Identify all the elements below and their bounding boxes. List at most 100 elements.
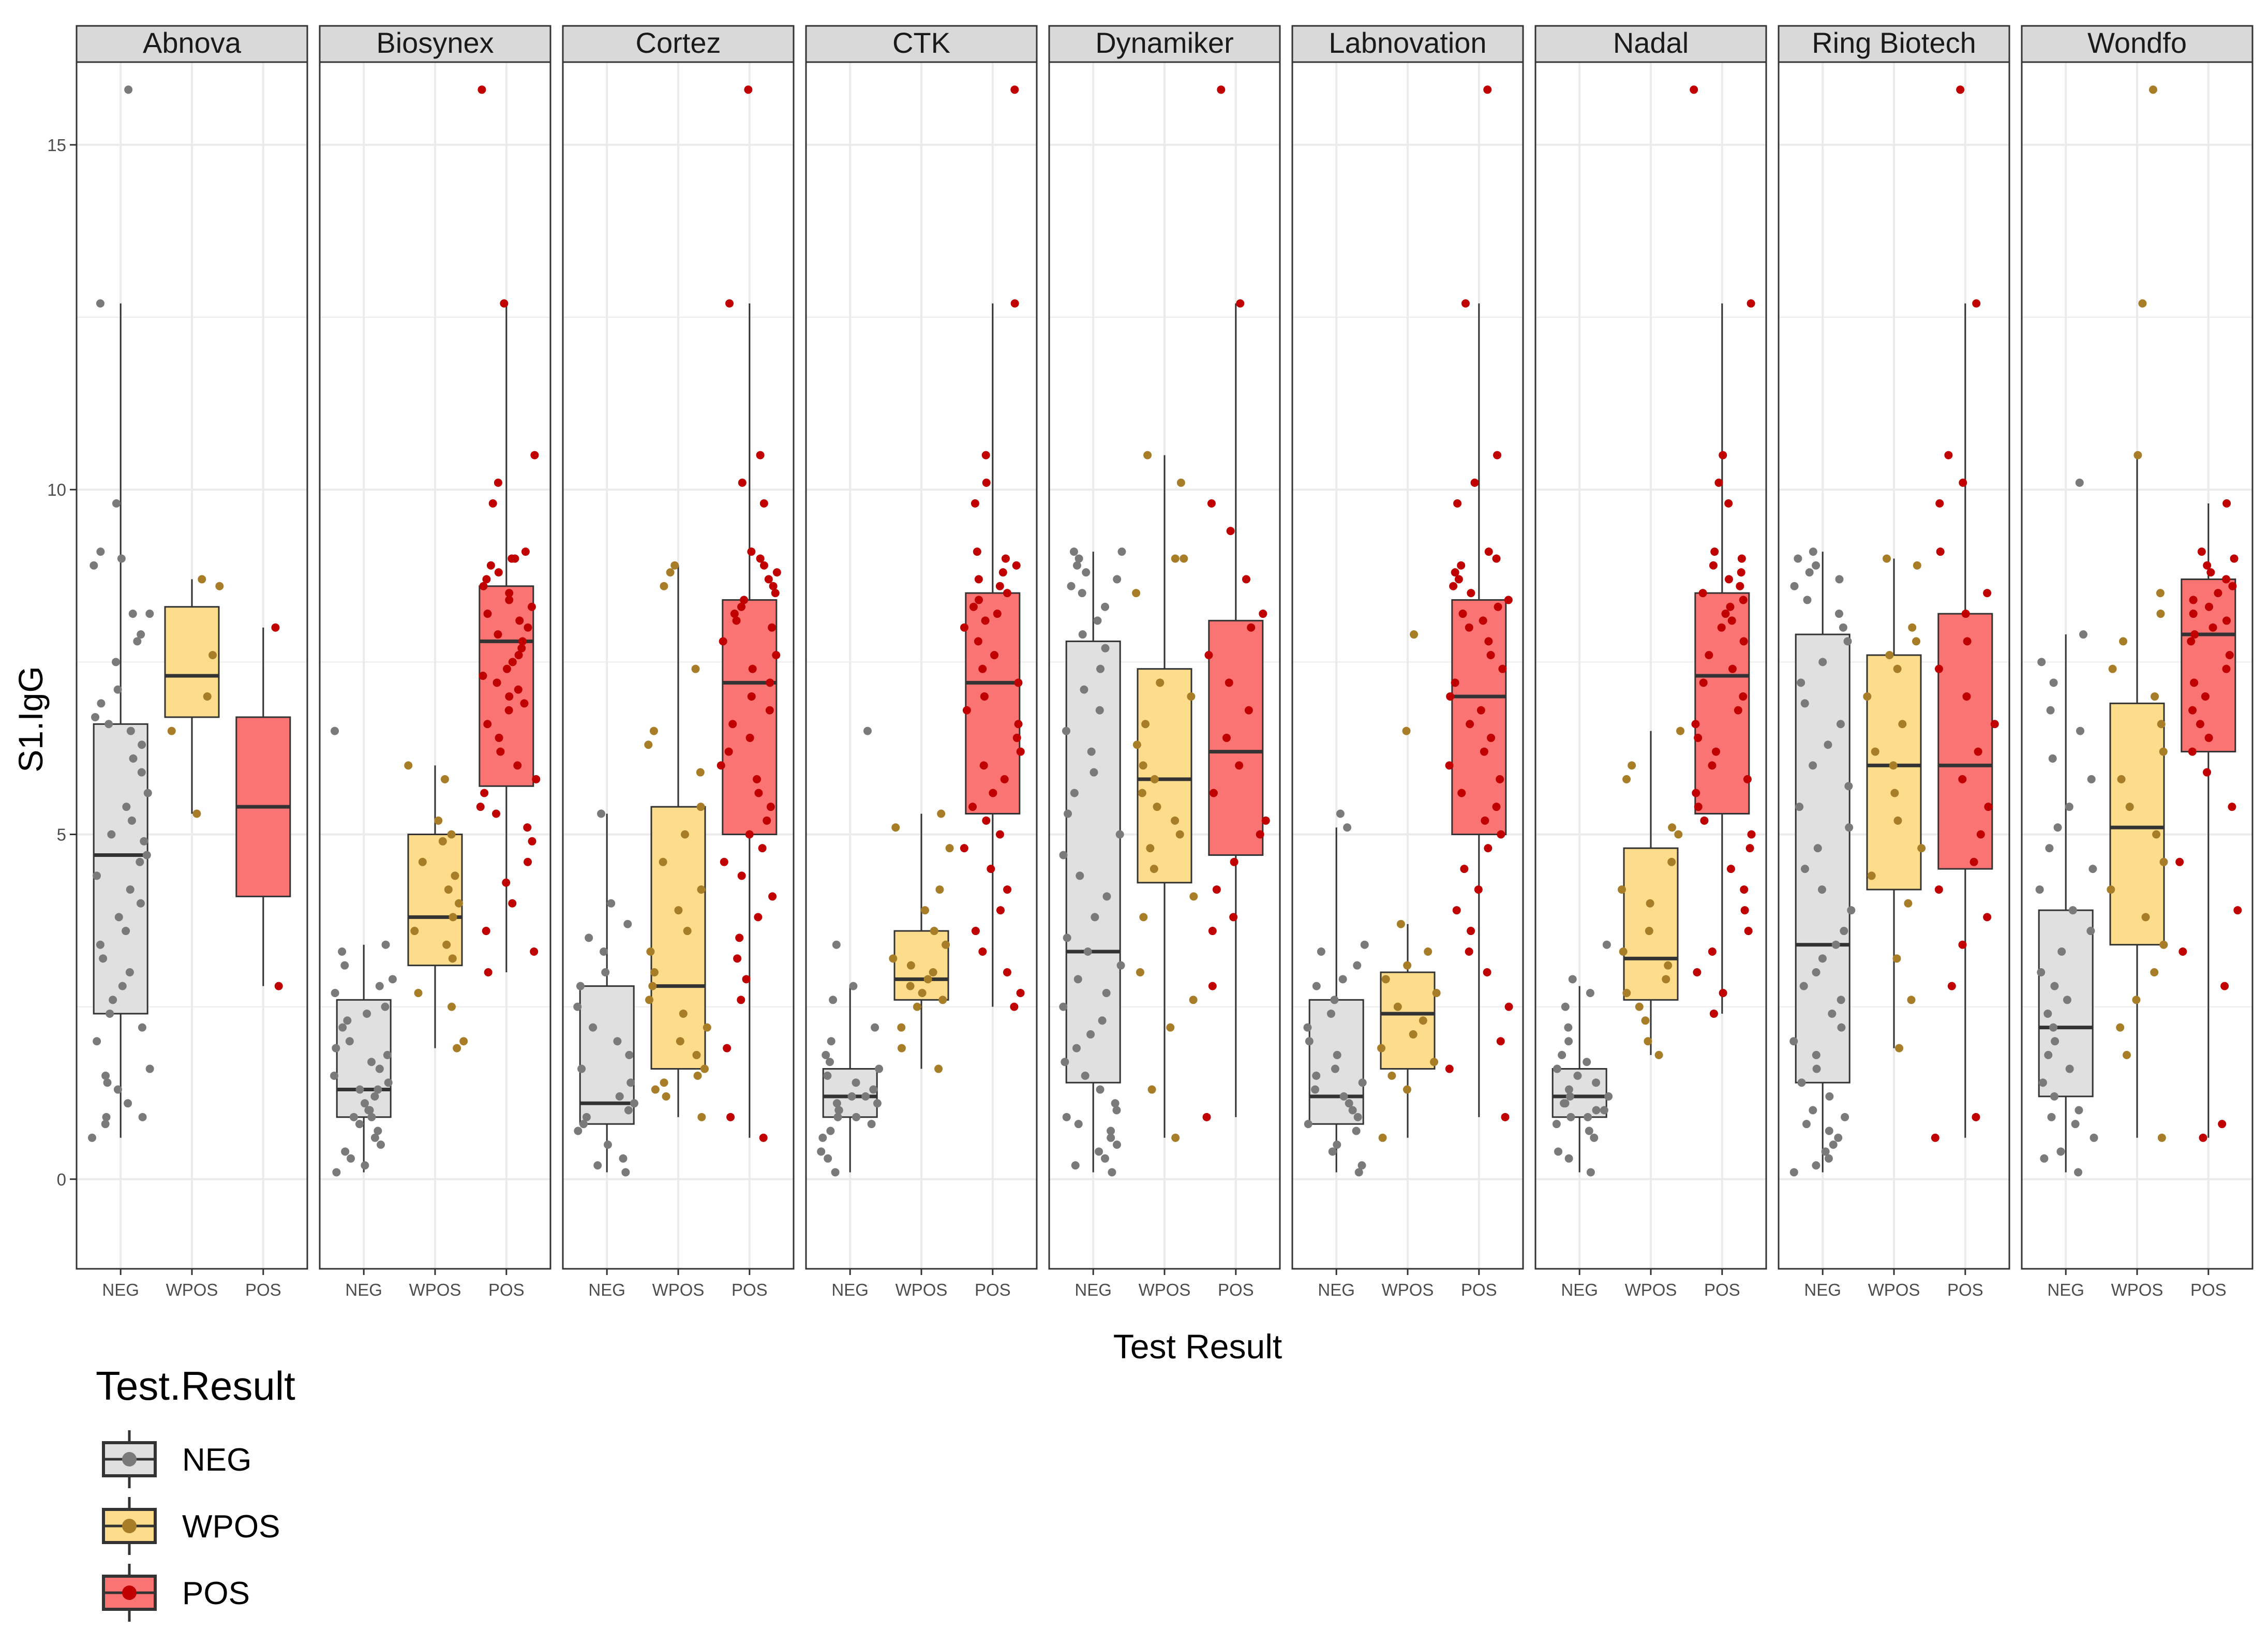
x-tick-label: POS: [1461, 1280, 1497, 1299]
data-point: [1831, 940, 1840, 949]
data-point: [737, 871, 746, 880]
facet-strip-label: CTK: [892, 26, 950, 59]
data-point: [1958, 775, 1967, 783]
data-point: [960, 623, 969, 632]
facet-panel: Ring Biotech NEG WPOS POS: [1778, 25, 2010, 1299]
data-point: [945, 844, 954, 853]
data-point: [1457, 789, 1466, 797]
data-point: [768, 623, 777, 632]
data-point: [2203, 768, 2212, 777]
facet-strip-label: Abnova: [143, 26, 242, 59]
data-point: [1566, 1113, 1575, 1121]
data-point: [1113, 575, 1122, 584]
data-point: [935, 885, 944, 894]
data-point: [1694, 803, 1703, 811]
data-point: [1156, 678, 1165, 687]
data-point: [993, 610, 1002, 618]
data-point: [1328, 1147, 1337, 1156]
data-point: [607, 899, 616, 908]
data-point: [1453, 499, 1462, 508]
data-point: [1235, 761, 1244, 770]
data-point: [480, 789, 489, 797]
data-point: [332, 1044, 340, 1053]
data-point: [2056, 1147, 2065, 1156]
data-point: [2068, 906, 2077, 915]
data-point: [1189, 996, 1198, 1004]
x-tick-label: WPOS: [1625, 1280, 1677, 1299]
data-point: [1454, 575, 1463, 584]
data-point: [122, 927, 130, 936]
data-point: [1208, 982, 1217, 990]
data-point: [772, 651, 781, 660]
box-group: [2107, 85, 2168, 1142]
data-point: [1847, 906, 1856, 915]
data-point: [971, 927, 980, 936]
data-point: [404, 761, 413, 770]
data-point: [981, 616, 990, 625]
data-point: [2050, 1092, 2059, 1101]
data-point: [1242, 575, 1250, 584]
data-point: [1333, 1050, 1341, 1059]
data-point: [1834, 1133, 1843, 1142]
data-point: [624, 1106, 633, 1115]
data-point: [479, 582, 488, 590]
data-point: [367, 1113, 376, 1121]
data-point: [1348, 1106, 1357, 1115]
data-point: [1789, 1037, 1798, 1046]
data-point: [1699, 678, 1708, 687]
data-point: [1378, 1133, 1387, 1142]
legend-title: Test.Result: [96, 1363, 295, 1409]
data-point: [1317, 947, 1325, 956]
data-point: [494, 478, 502, 487]
data-point: [1837, 996, 1845, 1004]
data-point: [1180, 554, 1188, 563]
data-point: [1724, 499, 1733, 508]
data-point: [1467, 589, 1475, 598]
data-point: [2159, 940, 2168, 949]
data-point: [1474, 885, 1483, 894]
data-point: [1396, 920, 1405, 928]
data-point: [447, 830, 456, 839]
x-tick-label: WPOS: [409, 1280, 461, 1299]
data-point: [1641, 1016, 1650, 1025]
data-point: [897, 1023, 906, 1032]
data-point: [1095, 1147, 1103, 1156]
data-point: [1175, 830, 1184, 839]
data-point: [1143, 451, 1152, 460]
data-point: [818, 1133, 827, 1142]
data-point: [1353, 1113, 1362, 1121]
data-point: [1552, 1120, 1561, 1129]
data-point: [1976, 830, 1985, 839]
data-point: [1676, 727, 1685, 735]
data-point: [1067, 582, 1076, 590]
data-point: [769, 582, 778, 590]
data-point: [1803, 596, 1812, 604]
box-group: [1059, 547, 1126, 1177]
data-point: [515, 616, 524, 625]
data-point: [384, 1078, 393, 1087]
data-point: [1708, 947, 1717, 956]
data-point: [1112, 1106, 1121, 1115]
data-point: [1091, 913, 1099, 922]
data-point: [1912, 637, 1920, 646]
box-group: [1377, 630, 1441, 1142]
data-point: [720, 857, 728, 866]
data-point: [127, 816, 136, 825]
data-point: [1797, 678, 1806, 687]
data-point: [1259, 610, 1267, 618]
data-point: [737, 996, 745, 1004]
data-point: [754, 789, 763, 797]
data-point: [1452, 906, 1461, 915]
data-point: [128, 610, 137, 618]
data-point: [338, 947, 347, 956]
data-point: [528, 837, 536, 846]
data-point: [852, 1113, 861, 1121]
x-tick-label: POS: [975, 1280, 1011, 1299]
data-point: [502, 664, 511, 673]
data-point: [1465, 623, 1473, 632]
data-point: [2074, 1168, 2083, 1177]
legend-entry: WPOS: [102, 1497, 280, 1555]
data-point: [1645, 927, 1653, 936]
data-point: [747, 692, 756, 701]
data-point: [517, 644, 526, 653]
